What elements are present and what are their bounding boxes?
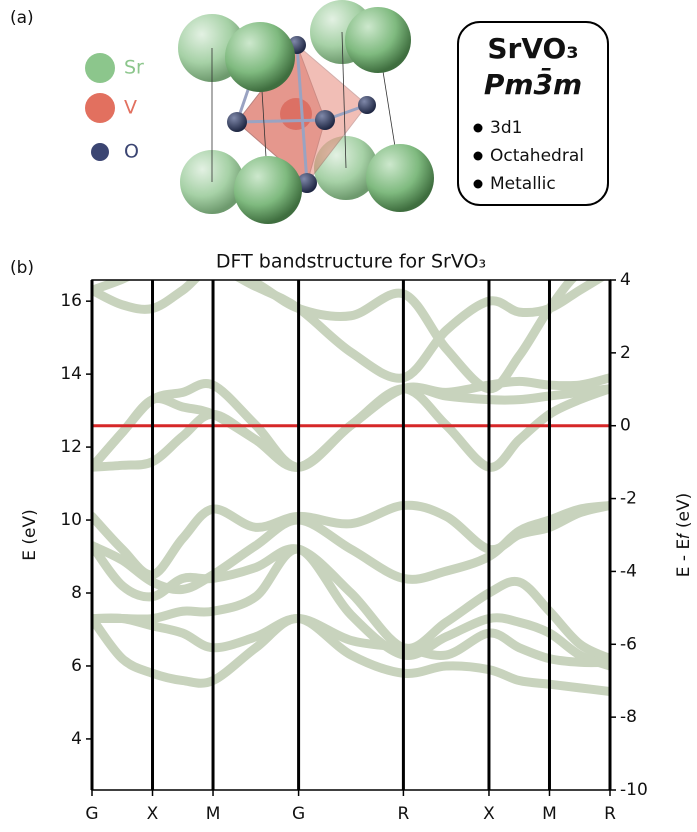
plot-frame bbox=[91, 279, 611, 791]
band bbox=[92, 500, 610, 580]
bands bbox=[92, 280, 610, 697]
space-group: Pm3̄m bbox=[484, 67, 582, 101]
legend-label: Sr bbox=[124, 57, 144, 79]
band bbox=[92, 613, 610, 668]
y2-tick-label: -2 bbox=[620, 489, 637, 509]
info-box bbox=[457, 21, 609, 206]
property: Octahedral bbox=[490, 146, 584, 166]
y2-tick-label: -4 bbox=[620, 561, 637, 581]
y-tick-label: 16 bbox=[60, 291, 82, 311]
legend-label: V bbox=[124, 97, 137, 119]
band bbox=[92, 280, 578, 394]
x-tick-label: G bbox=[85, 804, 98, 824]
band bbox=[92, 280, 606, 383]
bullet bbox=[473, 179, 483, 189]
x-tick-label: X bbox=[147, 804, 159, 824]
y-axis-label: E (eV) bbox=[20, 509, 40, 561]
crystal-structure bbox=[178, 0, 434, 224]
band bbox=[92, 541, 610, 664]
panel-label: (a) bbox=[10, 8, 34, 28]
formula: SrVO₃ bbox=[487, 32, 578, 65]
y2-tick-label: 0 bbox=[620, 416, 631, 436]
y2-tick-label: -10 bbox=[620, 780, 648, 800]
x-tick-label: G bbox=[292, 804, 305, 824]
y2-tick-label: 2 bbox=[620, 343, 631, 363]
bullet bbox=[473, 151, 483, 161]
y-tick-label: 6 bbox=[71, 656, 82, 676]
y-tick-label: 12 bbox=[60, 437, 82, 457]
y-tick-label: 4 bbox=[71, 729, 82, 749]
band bbox=[92, 614, 610, 697]
x-tick-label: M bbox=[206, 804, 221, 824]
property-list: 3d1 Octahedral Metallic bbox=[473, 118, 584, 194]
legend-marker bbox=[91, 143, 109, 161]
y2-tick-label: 4 bbox=[620, 270, 631, 290]
atom-legend: Sr VO bbox=[85, 53, 144, 163]
x-tick-label: R bbox=[397, 804, 409, 824]
plot-area: G X M G R X M R 4 6 8 10 12 14 16 -10 -8 -6 -4 -2 0 2 4 bbox=[60, 270, 648, 824]
y-tick-label: 14 bbox=[60, 364, 82, 384]
y2-tick-label: -8 bbox=[620, 707, 637, 727]
x-tick-label: M bbox=[542, 804, 557, 824]
band bbox=[92, 500, 610, 595]
y2-axis-label: E - E𝑓 (eV) bbox=[674, 493, 694, 577]
y-tick-label: 8 bbox=[71, 583, 82, 603]
y-tick-label: 10 bbox=[60, 510, 82, 530]
y2-tick-label: -6 bbox=[620, 634, 637, 654]
property: Metallic bbox=[490, 174, 556, 194]
property: 3d1 bbox=[490, 118, 522, 138]
x-tick-label: R bbox=[604, 804, 616, 824]
legend-marker bbox=[85, 53, 115, 83]
bullet bbox=[473, 123, 483, 133]
chart-title: DFT bandstructure for SrVO₃ bbox=[216, 251, 486, 273]
band bbox=[92, 544, 610, 671]
x-tick-label: X bbox=[483, 804, 495, 824]
legend-label: O bbox=[124, 141, 139, 163]
panel-label: (b) bbox=[10, 258, 34, 278]
legend-marker bbox=[85, 93, 115, 123]
